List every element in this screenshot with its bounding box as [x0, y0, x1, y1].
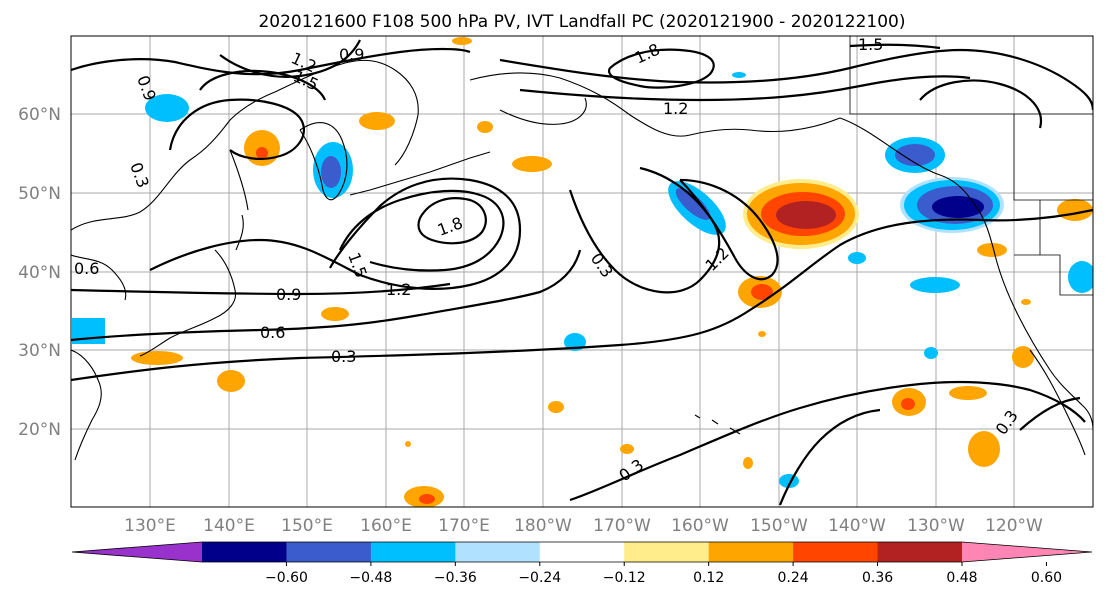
colorbar-segment — [202, 542, 287, 562]
colorbar-tick-label: −0.24 — [518, 570, 561, 586]
colorbar-tick-label: 0.36 — [862, 570, 893, 586]
colorbar-segment — [877, 542, 963, 562]
lon-label: 130°W — [907, 516, 965, 536]
pv-contours — [71, 39, 1093, 506]
colorbar-segment — [624, 542, 710, 562]
colorbar: −0.60 −0.48 −0.36 −0.24 −0.12 0.12 0.24 0.36 0.4… — [71, 541, 1093, 586]
lon-label: 150°W — [750, 516, 808, 536]
map-title: 2020121600 F108 500 hPa PV, IVT Landfall… — [258, 12, 905, 32]
contour-label: 0.9 — [339, 45, 364, 64]
colorbar-segment — [455, 542, 541, 562]
lon-label: 120°W — [985, 516, 1043, 536]
lat-label: 60°N — [18, 105, 61, 125]
lon-label: 150°E — [281, 516, 333, 536]
colorbar-ticks: −0.60 −0.48 −0.36 −0.24 −0.12 0.12 0.24 0.36 0.4… — [265, 562, 1062, 586]
lon-label: 170°W — [593, 516, 651, 536]
contour-label: 0.3 — [331, 347, 356, 366]
borders — [849, 36, 1093, 296]
contour-label: 0.9 — [276, 285, 301, 304]
lon-label: 160°E — [360, 516, 412, 536]
longitude-labels: 130°E 140°E 150°E 160°E 170°E 180°W 170°… — [124, 516, 1043, 536]
contour-label: 0.6 — [74, 259, 99, 278]
colorbar-outline — [71, 541, 1093, 563]
colorbar-extend-low — [72, 542, 202, 562]
lon-label: 140°E — [203, 516, 255, 536]
contour-label: 1.2 — [386, 280, 411, 299]
lon-label: 130°E — [124, 516, 176, 536]
map-frame — [70, 35, 1094, 508]
colorbar-tick-label: 0.24 — [778, 570, 809, 586]
lon-label: 170°E — [438, 516, 490, 536]
colorbar-tick-label: −0.60 — [265, 570, 308, 586]
colorbar-segment — [370, 542, 456, 562]
colorbar-tick-label: 0.48 — [946, 570, 977, 586]
map-area: 0.9 1.2 1.5 1.8 1.5 1.2 0.9 0.6 0.3 0.9 … — [71, 35, 1093, 507]
lat-label: 20°N — [18, 420, 61, 440]
colorbar-segment — [286, 542, 372, 562]
lon-label: 160°W — [671, 516, 729, 536]
lat-label: 40°N — [18, 263, 61, 283]
colorbar-tick-label: 0.60 — [1031, 570, 1062, 586]
colorbar-tick-label: 0.12 — [693, 570, 724, 586]
ivt-shading — [72, 37, 1093, 507]
colorbar-tick-label: −0.36 — [434, 570, 477, 586]
lon-label: 180°W — [514, 516, 572, 536]
lat-label: 50°N — [18, 184, 61, 204]
colorbar-segment — [708, 542, 794, 562]
colorbar-tick-label: −0.48 — [349, 570, 392, 586]
latitude-labels: 60°N 50°N 40°N 30°N 20°N — [18, 105, 61, 440]
colorbar-segments — [71, 541, 1093, 563]
lon-label: 140°W — [828, 516, 886, 536]
colorbar-extend-high — [962, 542, 1092, 562]
colorbar-tick-label: −0.12 — [603, 570, 646, 586]
contour-label: 1.2 — [663, 99, 688, 118]
contour-label: 0.6 — [260, 323, 285, 342]
contour-label: 1.5 — [858, 35, 883, 54]
lat-label: 30°N — [18, 341, 61, 361]
colorbar-segment — [539, 542, 625, 562]
coastlines — [71, 59, 1093, 461]
colorbar-segment — [793, 542, 879, 562]
